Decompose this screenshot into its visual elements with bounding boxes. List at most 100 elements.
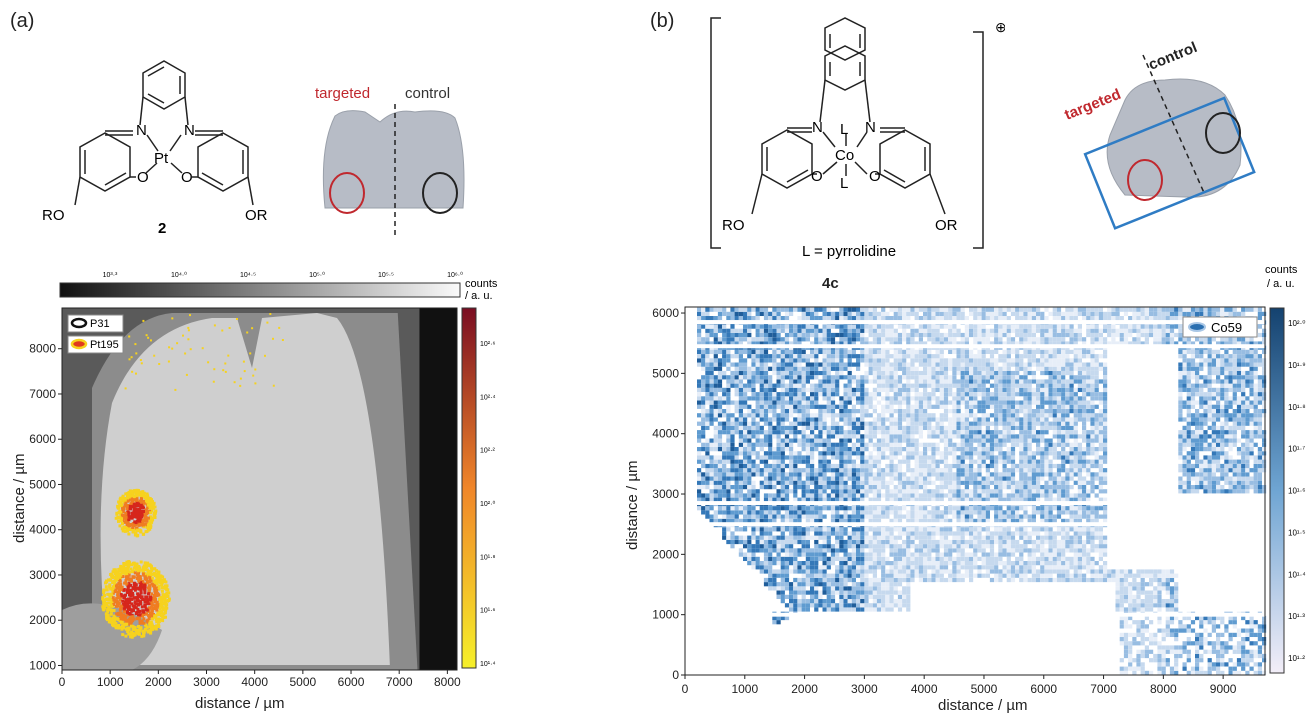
co59-pixel (910, 531, 915, 536)
co59-pixel (830, 586, 836, 591)
pt195-pixel (122, 602, 126, 606)
co59-pixel (826, 531, 831, 536)
pt195-pixel (119, 496, 123, 500)
co59-pixel (839, 328, 844, 333)
co59-pixel (918, 375, 923, 380)
co59-pixel (902, 413, 907, 418)
co59-pixel (826, 539, 831, 545)
co59-pixel (885, 577, 890, 583)
co59-pixel (768, 375, 773, 380)
co59-pixel (759, 565, 764, 570)
co59-pixel (830, 599, 836, 604)
co59-pixel (776, 438, 781, 443)
co59-pixel (902, 396, 907, 401)
co59-pixel (872, 582, 877, 587)
co59-pixel (784, 358, 790, 363)
co59-pixel (734, 311, 739, 317)
co59-pixel (835, 548, 840, 553)
co59-pixel (797, 438, 802, 443)
co59-pixel (872, 459, 877, 464)
co59-pixel (701, 459, 706, 464)
co59-pixel (835, 421, 840, 426)
co59-pixel (738, 527, 743, 532)
pt195-pixel (127, 570, 131, 574)
co59-pixel (822, 404, 827, 409)
co59-pixel (801, 392, 806, 397)
co59-pixel (906, 518, 911, 524)
co59-pixel (784, 387, 790, 393)
co59-pixel (856, 307, 861, 312)
co59-pixel (747, 404, 752, 409)
co59-pixel (843, 434, 848, 439)
co59-pixel (939, 556, 944, 562)
co59-pixel (931, 425, 936, 431)
co59-pixel (918, 493, 923, 498)
pt195-pixel (152, 511, 156, 515)
co59-pixel (768, 442, 773, 447)
co59-pixel (914, 510, 919, 515)
co59-pixel (776, 404, 781, 409)
co59-pixel (768, 527, 773, 532)
pt195-pixel (187, 326, 190, 329)
co59-pixel (776, 434, 781, 439)
co59-pixel (856, 539, 861, 545)
co59-pixel (747, 548, 752, 553)
co59-pixel (793, 535, 798, 540)
co59-pixel (705, 417, 710, 422)
co59-pixel (822, 387, 827, 393)
co59-pixel (935, 561, 940, 566)
co59-pixel (805, 535, 810, 540)
co59-pixel (893, 468, 898, 473)
co59-pixel (843, 451, 848, 456)
co59-pixel (927, 404, 932, 409)
co59-pixel (722, 430, 727, 435)
pt195-pixel (157, 597, 161, 601)
co59-pixel (943, 375, 949, 380)
pt195-pixel (139, 581, 143, 585)
co59-pixel (835, 607, 840, 612)
co59-pixel (722, 421, 727, 426)
co59-pixel (705, 480, 710, 485)
pt195-pixel (155, 620, 159, 624)
co59-pixel (914, 472, 919, 477)
co59-pixel (726, 472, 731, 477)
co59-pixel (851, 535, 856, 540)
co59-pixel (730, 455, 735, 460)
co59-pixel (822, 548, 827, 553)
co59-pixel (868, 455, 873, 460)
co59-pixel (914, 307, 919, 312)
co59-pixel (902, 400, 907, 405)
co59-pixel (902, 447, 907, 452)
co59-pixel (780, 594, 785, 600)
co59-pixel (839, 544, 844, 549)
co59-pixel (893, 421, 898, 426)
co59-pixel (713, 404, 718, 409)
co59-pixel (897, 518, 903, 524)
co59-pixel (814, 594, 819, 600)
pt195-pixel (134, 629, 138, 633)
co59-pixel (939, 316, 944, 321)
co59-pixel (843, 565, 848, 570)
pt195-pixel (132, 513, 136, 517)
co59-pixel (927, 434, 932, 439)
co59-pixel (717, 396, 723, 401)
co59-pixel (751, 409, 756, 414)
co59-pixel (797, 383, 802, 388)
co59-pixel (755, 527, 760, 532)
co59-pixel (780, 447, 785, 452)
co59-pixel (789, 307, 794, 312)
co59-pixel (776, 463, 781, 469)
co59-pixel (927, 392, 932, 397)
co59-pixel (897, 337, 903, 342)
co59-pixel (881, 506, 886, 511)
co59-pixel (826, 383, 831, 388)
co59-pixel (780, 442, 785, 447)
co59-pixel (935, 510, 940, 515)
co59-pixel (893, 518, 898, 524)
co59-pixel (935, 337, 940, 342)
co59-pixel (805, 421, 810, 426)
co59-pixel (864, 409, 869, 414)
co59-pixel (902, 565, 907, 570)
pt195-pixel (162, 578, 166, 582)
co59-pixel (872, 569, 877, 574)
